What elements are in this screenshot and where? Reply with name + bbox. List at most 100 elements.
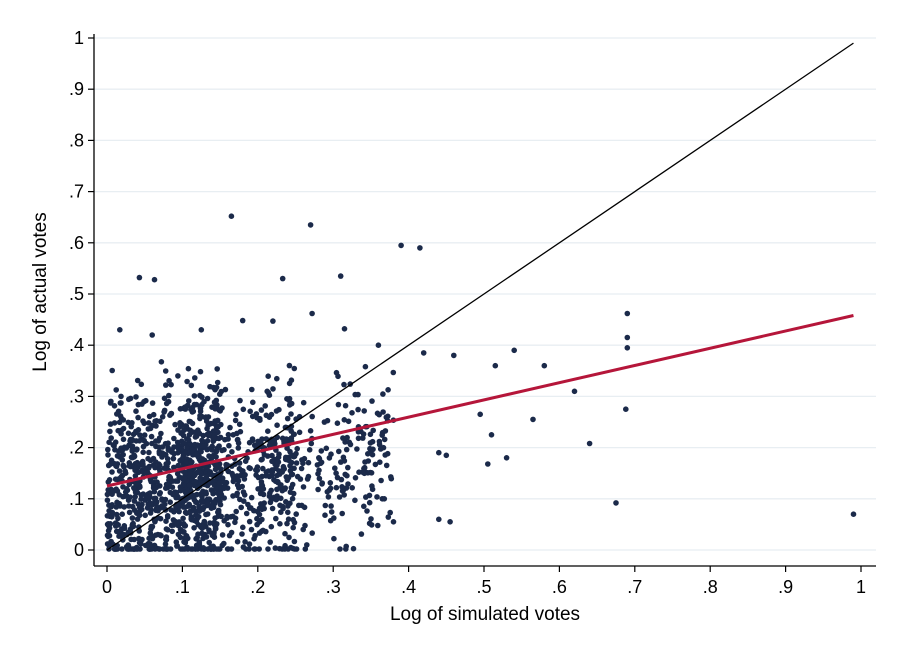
x-tick-label: .1 <box>175 577 190 597</box>
data-point <box>258 407 265 413</box>
data-point <box>196 469 202 476</box>
data-point <box>343 446 350 453</box>
data-point <box>189 420 196 427</box>
data-point <box>203 534 210 540</box>
data-point <box>177 406 184 412</box>
data-point <box>173 539 180 545</box>
data-point <box>288 411 294 417</box>
data-point <box>113 387 119 393</box>
data-point <box>279 503 286 510</box>
data-point <box>196 508 203 514</box>
data-point <box>131 485 137 491</box>
data-point <box>180 504 187 510</box>
data-point <box>259 486 266 492</box>
data-point <box>232 417 239 424</box>
data-point <box>129 443 136 450</box>
x-tick-label: .6 <box>552 577 567 597</box>
data-point <box>259 516 265 523</box>
data-point <box>178 546 184 552</box>
data-point <box>304 476 311 482</box>
data-point <box>191 525 197 531</box>
data-point <box>289 452 295 459</box>
data-point <box>108 503 115 510</box>
data-point <box>142 465 149 472</box>
y-tick-label: .6 <box>69 233 84 253</box>
data-point <box>328 503 334 509</box>
data-point <box>265 546 271 552</box>
data-point <box>176 474 182 481</box>
data-point <box>307 428 314 434</box>
data-point <box>112 523 119 529</box>
data-point <box>338 459 344 465</box>
data-point <box>327 480 334 486</box>
data-point <box>198 327 205 333</box>
data-point <box>148 523 155 530</box>
data-point <box>193 499 200 506</box>
data-point <box>234 538 241 545</box>
data-point <box>246 518 253 525</box>
data-point <box>291 465 297 472</box>
data-point <box>352 497 358 504</box>
data-point <box>182 546 189 552</box>
data-point <box>339 488 346 494</box>
data-point <box>277 521 283 527</box>
data-point <box>369 483 375 489</box>
data-point <box>246 465 252 471</box>
data-point <box>266 493 273 500</box>
data-point <box>156 462 163 469</box>
data-point <box>309 530 316 536</box>
data-point <box>142 542 149 549</box>
data-point <box>850 511 857 517</box>
data-point <box>104 491 111 498</box>
data-point <box>325 494 332 500</box>
data-point <box>197 405 204 412</box>
data-point <box>541 362 548 369</box>
data-point <box>170 491 176 498</box>
data-point <box>274 486 280 493</box>
data-point <box>294 473 301 480</box>
data-point <box>275 454 282 461</box>
data-point <box>234 482 241 488</box>
data-point <box>282 486 288 492</box>
data-point <box>624 345 631 351</box>
data-point <box>200 546 207 552</box>
x-tick-label: 0 <box>102 577 112 597</box>
data-point <box>216 480 223 486</box>
data-point <box>503 455 510 461</box>
data-point <box>345 464 351 471</box>
data-point <box>447 519 453 525</box>
data-point <box>206 453 212 459</box>
data-point <box>204 446 210 453</box>
data-point <box>272 478 279 485</box>
data-point <box>116 468 123 474</box>
data-point <box>283 454 289 461</box>
data-point <box>105 479 112 485</box>
data-point <box>511 347 517 354</box>
data-point <box>114 411 120 417</box>
data-point <box>241 476 248 482</box>
fit-line <box>106 314 854 488</box>
data-point <box>143 397 149 404</box>
data-point <box>189 409 196 415</box>
data-point <box>349 410 355 416</box>
data-point <box>125 430 132 437</box>
data-point <box>111 443 117 449</box>
data-point <box>368 470 375 476</box>
data-point <box>171 435 177 442</box>
data-point <box>530 416 536 423</box>
data-point <box>209 447 215 453</box>
data-point <box>273 496 280 503</box>
data-point <box>571 388 578 395</box>
data-point <box>284 445 290 452</box>
data-point <box>193 479 199 486</box>
data-point <box>175 462 181 469</box>
data-point <box>152 418 158 425</box>
data-point <box>332 465 338 472</box>
y-tick-label: .4 <box>69 335 84 355</box>
data-point <box>132 473 139 479</box>
x-tick-label: .3 <box>326 577 341 597</box>
data-point <box>116 533 122 539</box>
data-point <box>339 510 346 517</box>
data-point <box>286 362 293 369</box>
data-point <box>242 539 248 545</box>
